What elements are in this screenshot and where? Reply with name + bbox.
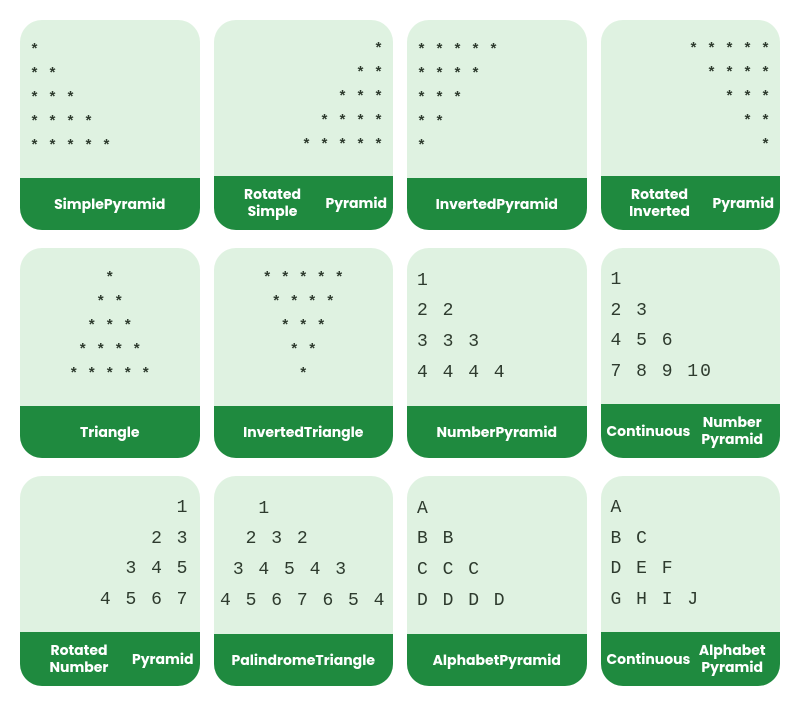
pattern-content: 1 2 3 4 5 6 7 8 9 10 [611, 265, 713, 387]
pattern-area: * * * * * * * * * * * * * * * [407, 20, 587, 178]
card-palindrome-triangle: 1 2 3 2 3 4 5 4 3 4 5 6 7 6 5 4 Palindrom… [214, 476, 394, 686]
card-continuous-number-pyramid: 1 2 3 4 5 6 7 8 9 10 ContinuousNumber Pyr… [601, 248, 781, 458]
card-continuous-alphabet-pyramid: A B C D E F G H I J ContinuousAlphabet Py… [601, 476, 781, 686]
card-label: ContinuousNumber Pyramid [601, 404, 781, 458]
card-inverted-pyramid: * * * * * * * * * * * * * * * InvertedPyr… [407, 20, 587, 230]
pattern-content: 1 2 2 3 3 3 4 4 4 4 [417, 266, 507, 388]
card-rotated-simple-pyramid: * * * * * * * * * * * * * * * Rotated Sim… [214, 20, 394, 230]
pattern-area: * * * * * * * * * * * * * * * [601, 20, 781, 176]
pattern-content: * * * * * * * * * * * * * * * [417, 39, 498, 159]
pattern-content: * * * * * * * * * * * * * * * [69, 267, 150, 387]
pattern-content: * * * * * * * * * * * * * * * [263, 267, 344, 387]
card-label: ContinuousAlphabet Pyramid [601, 632, 781, 686]
card-label: Triangle [20, 406, 200, 458]
card-label: InvertedTriangle [214, 406, 394, 458]
pattern-content: * * * * * * * * * * * * * * * [30, 39, 111, 159]
card-number-pyramid: 1 2 2 3 3 3 4 4 4 4 NumberPyramid [407, 248, 587, 458]
pattern-content: 1 2 3 3 4 5 4 5 6 7 [100, 493, 190, 615]
card-simple-pyramid: * * * * * * * * * * * * * * * SimplePyram… [20, 20, 200, 230]
pattern-content: * * * * * * * * * * * * * * * [302, 38, 383, 158]
card-triangle: * * * * * * * * * * * * * * * Triangle [20, 248, 200, 458]
card-rotated-number-pyramid: 1 2 3 3 4 5 4 5 6 7 Rotated NumberPyramid [20, 476, 200, 686]
card-label: Rotated NumberPyramid [20, 632, 200, 686]
pattern-area: A B C D E F G H I J [601, 476, 781, 632]
pattern-area: 1 2 3 3 4 5 4 5 6 7 [20, 476, 200, 632]
card-inverted-triangle: * * * * * * * * * * * * * * * InvertedTri… [214, 248, 394, 458]
card-label: NumberPyramid [407, 406, 587, 458]
card-rotated-inverted-pyramid: * * * * * * * * * * * * * * * Rotated Inv… [601, 20, 781, 230]
card-label: Rotated InvertedPyramid [601, 176, 781, 230]
card-label: Rotated SimplePyramid [214, 176, 394, 230]
card-label: SimplePyramid [20, 178, 200, 230]
card-label: InvertedPyramid [407, 178, 587, 230]
pattern-area: * * * * * * * * * * * * * * * [20, 248, 200, 406]
pattern-area: A B B C C C D D D D [407, 476, 587, 634]
pattern-content: * * * * * * * * * * * * * * * [689, 38, 770, 158]
pattern-area: 1 2 2 3 3 3 4 4 4 4 [407, 248, 587, 406]
card-label: AlphabetPyramid [407, 634, 587, 686]
pattern-area: 1 2 3 2 3 4 5 4 3 4 5 6 7 6 5 4 [214, 476, 394, 634]
pattern-grid: * * * * * * * * * * * * * * * SimplePyram… [20, 20, 780, 686]
pattern-area: * * * * * * * * * * * * * * * [214, 248, 394, 406]
pattern-content: 1 2 3 2 3 4 5 4 3 4 5 6 7 6 5 4 [220, 494, 386, 616]
card-label: PalindromeTriangle [214, 634, 394, 686]
card-alphabet-pyramid: A B B C C C D D D D AlphabetPyramid [407, 476, 587, 686]
pattern-content: A B B C C C D D D D [417, 494, 507, 616]
pattern-content: A B C D E F G H I J [611, 493, 701, 615]
pattern-area: * * * * * * * * * * * * * * * [20, 20, 200, 178]
pattern-area: 1 2 3 4 5 6 7 8 9 10 [601, 248, 781, 404]
pattern-area: * * * * * * * * * * * * * * * [214, 20, 394, 176]
